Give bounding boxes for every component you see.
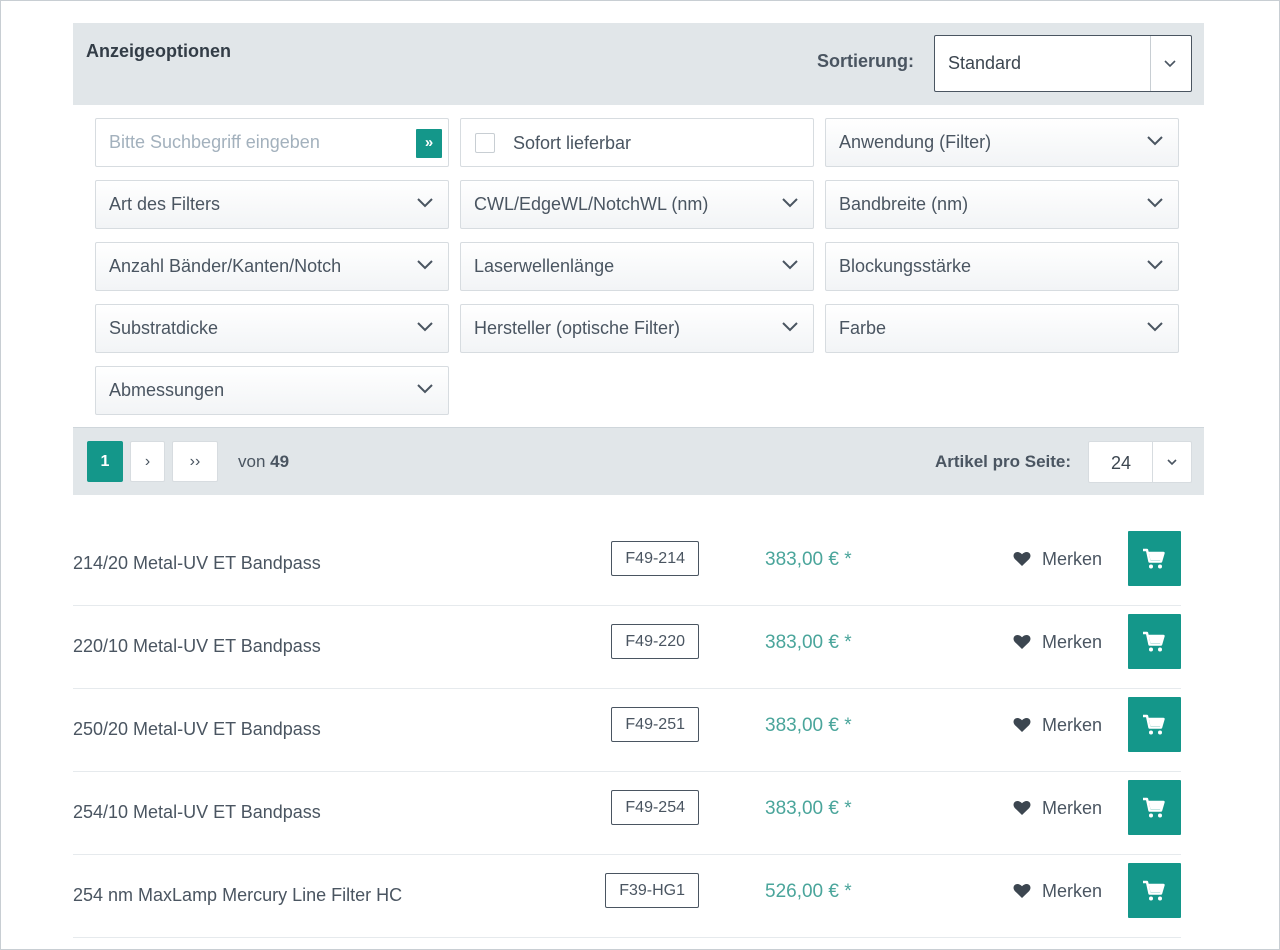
chevron-down-icon [417,260,433,270]
filter-application[interactable]: Anwendung (Filter) [825,118,1179,167]
filter-dimensions[interactable]: Abmessungen [95,366,449,415]
page-current-button[interactable]: 1 [87,441,123,482]
filter-label: Anzahl Bänder/Kanten/Notch [109,256,342,276]
chevron-down-icon [417,198,433,208]
filter-label: Substratdicke [109,318,219,338]
product-row: 214/20 Metal-UV ET Bandpass F49-214 383,… [73,523,1181,606]
sort-select-divider [1150,36,1151,91]
display-options-header: Anzeigeoptionen Sortierung: Standard [73,23,1204,105]
filter-label: CWL/EdgeWL/NotchWL (nm) [474,194,709,214]
page-count: von 49 [238,452,289,472]
product-sku-badge: F49-214 [611,541,699,576]
heart-icon [1013,717,1031,732]
product-price: 383,00 € * [765,549,852,570]
chevron-down-icon [1147,136,1163,146]
product-sku-badge: F39-HG1 [605,873,699,908]
product-row: 254/10 Metal-UV ET Bandpass F49-254 383,… [73,772,1181,855]
chevron-down-icon [1147,322,1163,332]
heart-icon [1013,883,1031,898]
chevron-down-icon [782,322,798,332]
shopping-cart-icon [1143,880,1165,901]
product-name[interactable]: 214/20 Metal-UV ET Bandpass [73,553,321,573]
instock-label: Sofort lieferbar [513,133,632,153]
filter-band-count[interactable]: Anzahl Bänder/Kanten/Notch [95,242,449,291]
shopping-cart-icon [1143,797,1165,818]
product-row: 220/10 Metal-UV ET Bandpass F49-220 383,… [73,606,1181,689]
chevron-down-icon [417,322,433,332]
product-price: 383,00 € * [765,632,852,653]
add-to-cart-button[interactable] [1128,697,1181,752]
filter-laser-wavelength[interactable]: Laserwellenlänge [460,242,814,291]
add-to-cart-button[interactable] [1128,531,1181,586]
add-to-cart-button[interactable] [1128,863,1181,918]
filter-color[interactable]: Farbe [825,304,1179,353]
page-next-button[interactable]: › [130,441,165,482]
sort-select[interactable]: Standard [934,35,1192,92]
product-row: 250/20 Metal-UV ET Bandpass F49-251 383,… [73,689,1181,772]
filter-label: Abmessungen [109,380,225,400]
filter-label: Farbe [839,318,887,338]
per-page-value: 24 [1111,453,1132,473]
product-price: 383,00 € * [765,715,852,736]
filter-manufacturer[interactable]: Hersteller (optische Filter) [460,304,814,353]
wishlist-label: Merken [1042,549,1103,569]
page-last-button[interactable]: ›› [172,441,218,482]
display-options-title: Anzeigeoptionen [86,41,231,61]
sort-label: Sortierung: [817,51,914,71]
heart-icon [1013,800,1031,815]
product-name[interactable]: 254/10 Metal-UV ET Bandpass [73,802,321,822]
per-page-select[interactable]: 24 [1088,441,1192,483]
page-of-label: von [238,452,266,471]
per-page-label: Artikel pro Seite: [935,452,1072,471]
add-to-cart-button[interactable] [1128,780,1181,835]
wishlist-label: Merken [1042,798,1103,818]
search-input[interactable] [95,118,449,167]
shopping-cart-icon [1143,548,1165,569]
product-price: 526,00 € * [765,881,852,902]
chevron-down-icon [1164,60,1176,68]
chevron-down-icon [417,384,433,394]
filter-substrate-thickness[interactable]: Substratdicke [95,304,449,353]
product-row: 254 nm MaxLamp Mercury Line Filter HC F3… [73,855,1181,938]
product-sku-badge: F49-220 [611,624,699,659]
filter-type[interactable]: Art des Filters [95,180,449,229]
chevron-down-icon [1147,198,1163,208]
chevron-down-icon [1167,459,1177,466]
filter-label: Hersteller (optische Filter) [474,318,681,338]
product-sku-badge: F49-254 [611,790,699,825]
filter-blocking[interactable]: Blockungsstärke [825,242,1179,291]
filter-label: Anwendung (Filter) [839,132,992,152]
chevron-down-icon [782,198,798,208]
heart-icon [1013,551,1031,566]
filter-label: Art des Filters [109,194,221,214]
filter-label: Laserwellenlänge [474,256,615,276]
product-name[interactable]: 254 nm MaxLamp Mercury Line Filter HC [73,885,403,905]
filter-wavelength[interactable]: CWL/EdgeWL/NotchWL (nm) [460,180,814,229]
filter-label: Blockungsstärke [839,256,972,276]
filter-bandwidth[interactable]: Bandbreite (nm) [825,180,1179,229]
instock-filter[interactable]: Sofort lieferbar [460,118,814,167]
chevron-down-icon [782,260,798,270]
product-sku-badge: F49-251 [611,707,699,742]
shopping-cart-icon [1143,631,1165,652]
page-total: 49 [270,452,290,471]
instock-checkbox[interactable] [475,133,495,153]
pagination-bar: 1 › ›› von 49 Artikel pro Seite: 24 [73,427,1204,495]
sort-select-value: Standard [948,53,1022,73]
wishlist-label: Merken [1042,632,1103,652]
search-submit-button[interactable]: » [416,129,442,158]
product-name[interactable]: 250/20 Metal-UV ET Bandpass [73,719,321,739]
per-page-divider [1152,442,1153,482]
chevron-down-icon [1147,260,1163,270]
heart-icon [1013,634,1031,649]
shopping-cart-icon [1143,714,1165,735]
wishlist-label: Merken [1042,715,1103,735]
add-to-cart-button[interactable] [1128,614,1181,669]
wishlist-label: Merken [1042,881,1103,901]
product-name[interactable]: 220/10 Metal-UV ET Bandpass [73,636,321,656]
filter-label: Bandbreite (nm) [839,194,969,214]
product-price: 383,00 € * [765,798,852,819]
